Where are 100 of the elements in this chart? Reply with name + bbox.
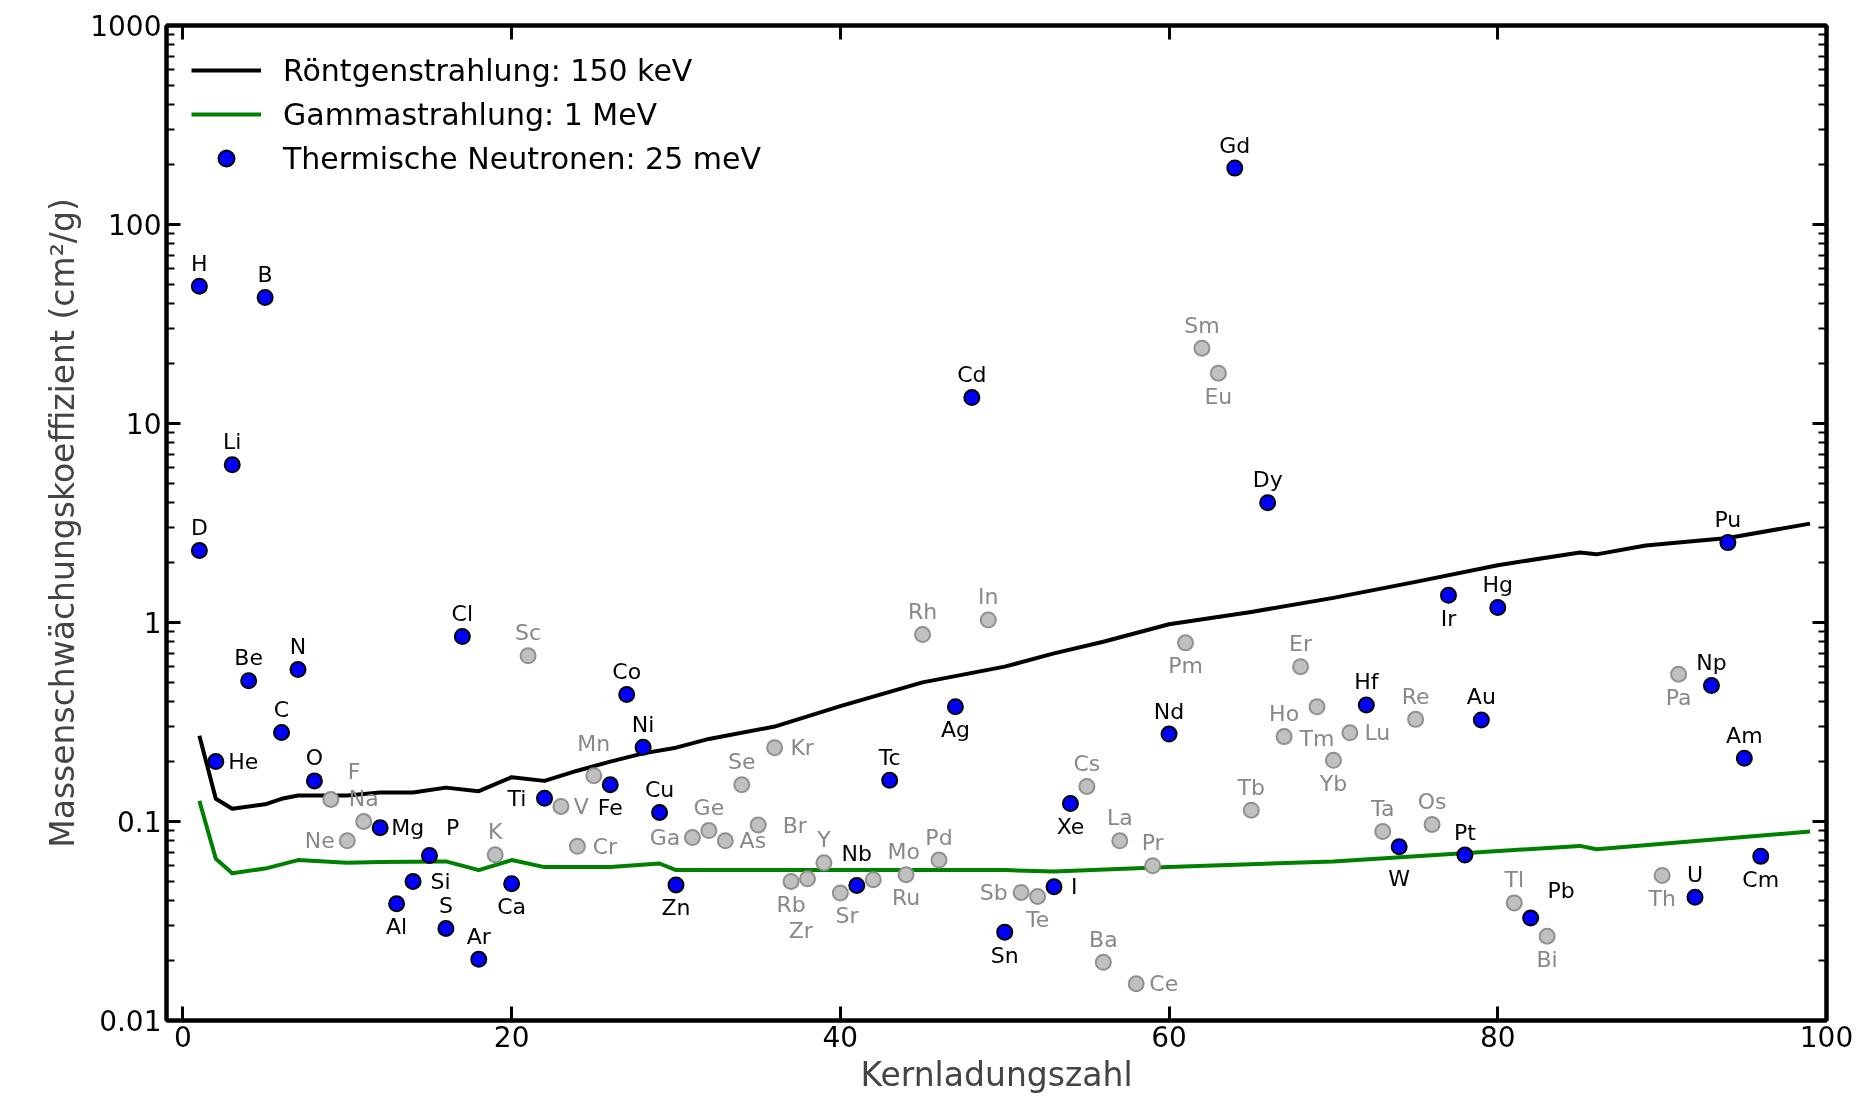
point bbox=[1259, 494, 1277, 512]
point bbox=[601, 776, 619, 794]
point bbox=[914, 626, 932, 644]
data-label: O bbox=[305, 745, 324, 771]
data-label: S bbox=[438, 892, 453, 918]
data-label: Mg bbox=[391, 815, 425, 841]
x-tick-label: 40 bbox=[822, 1020, 859, 1054]
data-label: H bbox=[191, 250, 208, 276]
data-label: Ru bbox=[891, 885, 921, 911]
data-label: Cl bbox=[451, 601, 474, 627]
data-label: Mn bbox=[577, 731, 611, 757]
point bbox=[1144, 857, 1162, 875]
data-label: B bbox=[257, 261, 273, 287]
data-label: Xe bbox=[1056, 814, 1085, 840]
data-label: Rb bbox=[776, 891, 806, 917]
point bbox=[996, 923, 1014, 941]
point bbox=[1029, 887, 1047, 905]
point bbox=[1719, 534, 1737, 552]
point bbox=[1094, 953, 1112, 971]
data-label: Re bbox=[1401, 683, 1430, 709]
x-axis-title: Kernladungszahl bbox=[860, 1054, 1133, 1094]
point bbox=[1407, 710, 1425, 728]
point bbox=[190, 277, 208, 295]
data-label: Te bbox=[1024, 906, 1050, 932]
point bbox=[1078, 777, 1096, 795]
data-label: Y bbox=[816, 827, 832, 853]
data-label: Tb bbox=[1236, 774, 1265, 800]
point bbox=[503, 875, 521, 893]
data-label: Co bbox=[612, 658, 642, 684]
point bbox=[1045, 878, 1063, 896]
data-label: Se bbox=[728, 749, 756, 775]
point bbox=[1538, 927, 1556, 945]
point bbox=[1752, 847, 1770, 865]
data-label: Pm bbox=[1168, 653, 1203, 679]
legend-label: Thermische Neutronen: 25 meV bbox=[283, 139, 762, 178]
point bbox=[979, 611, 997, 629]
data-label: Ne bbox=[304, 828, 335, 854]
point bbox=[470, 950, 488, 968]
data-label: In bbox=[978, 584, 999, 610]
x-tick-label: 60 bbox=[1151, 1020, 1187, 1054]
data-label: Sr bbox=[835, 903, 860, 929]
y-tick-label: 0.1 bbox=[116, 806, 162, 839]
point bbox=[881, 771, 899, 789]
data-label: Hf bbox=[1354, 669, 1380, 695]
data-label: Ir bbox=[1440, 605, 1458, 631]
point bbox=[1308, 698, 1326, 716]
x-tick-label: 80 bbox=[1479, 1020, 1516, 1054]
data-label: Cd bbox=[957, 362, 987, 388]
point bbox=[1209, 364, 1227, 382]
point bbox=[519, 647, 537, 665]
data-label: P bbox=[446, 814, 460, 840]
point bbox=[683, 829, 701, 847]
point bbox=[930, 851, 948, 869]
point bbox=[1472, 711, 1490, 729]
point bbox=[1275, 728, 1293, 746]
data-label: Ar bbox=[466, 923, 492, 949]
data-label: Pt bbox=[1453, 819, 1477, 845]
data-label: Os bbox=[1417, 788, 1447, 814]
point bbox=[700, 822, 718, 840]
data-label: Zn bbox=[661, 895, 691, 921]
point bbox=[568, 837, 586, 855]
y-tick-label: 100 bbox=[108, 209, 162, 242]
data-label: Cr bbox=[592, 833, 619, 859]
y-tick-label: 1000 bbox=[90, 10, 162, 43]
point bbox=[486, 846, 504, 864]
point bbox=[1390, 838, 1408, 856]
data-label: Au bbox=[1466, 684, 1496, 710]
legend-label: Röntgenstrahlung: 150 keV bbox=[283, 51, 693, 90]
point bbox=[1735, 749, 1753, 767]
data-label: Cs bbox=[1073, 750, 1101, 776]
point bbox=[1111, 832, 1129, 850]
data-label: Ta bbox=[1370, 796, 1395, 822]
point bbox=[207, 753, 225, 771]
data-label: Hg bbox=[1482, 571, 1514, 597]
data-label: Tc bbox=[877, 744, 901, 770]
point bbox=[338, 832, 356, 850]
data-label: Be bbox=[234, 645, 263, 671]
data-label: Gd bbox=[1219, 132, 1251, 158]
data-label: Ti bbox=[506, 785, 527, 811]
data-label: Sc bbox=[515, 620, 542, 646]
data-label: Ag bbox=[940, 717, 970, 743]
y-tick-label: 10 bbox=[125, 408, 162, 441]
point bbox=[437, 920, 455, 937]
point bbox=[552, 797, 570, 815]
data-label: W bbox=[1388, 866, 1411, 892]
y-tick-label: 0.01 bbox=[99, 1005, 162, 1038]
point bbox=[1489, 598, 1507, 616]
data-label: Pa bbox=[1665, 684, 1692, 710]
data-label: Mo bbox=[887, 839, 920, 865]
point bbox=[815, 854, 833, 872]
point bbox=[1341, 724, 1359, 742]
y-axis-title: Massenschwächungskoeffizient (cm²/g) bbox=[43, 198, 83, 848]
point bbox=[1505, 894, 1523, 912]
point bbox=[651, 804, 669, 821]
point bbox=[1127, 975, 1145, 993]
data-label: Tl bbox=[1503, 867, 1525, 893]
point bbox=[240, 672, 258, 690]
point bbox=[782, 872, 800, 890]
point bbox=[1653, 866, 1671, 884]
data-label: Nb bbox=[841, 840, 873, 866]
